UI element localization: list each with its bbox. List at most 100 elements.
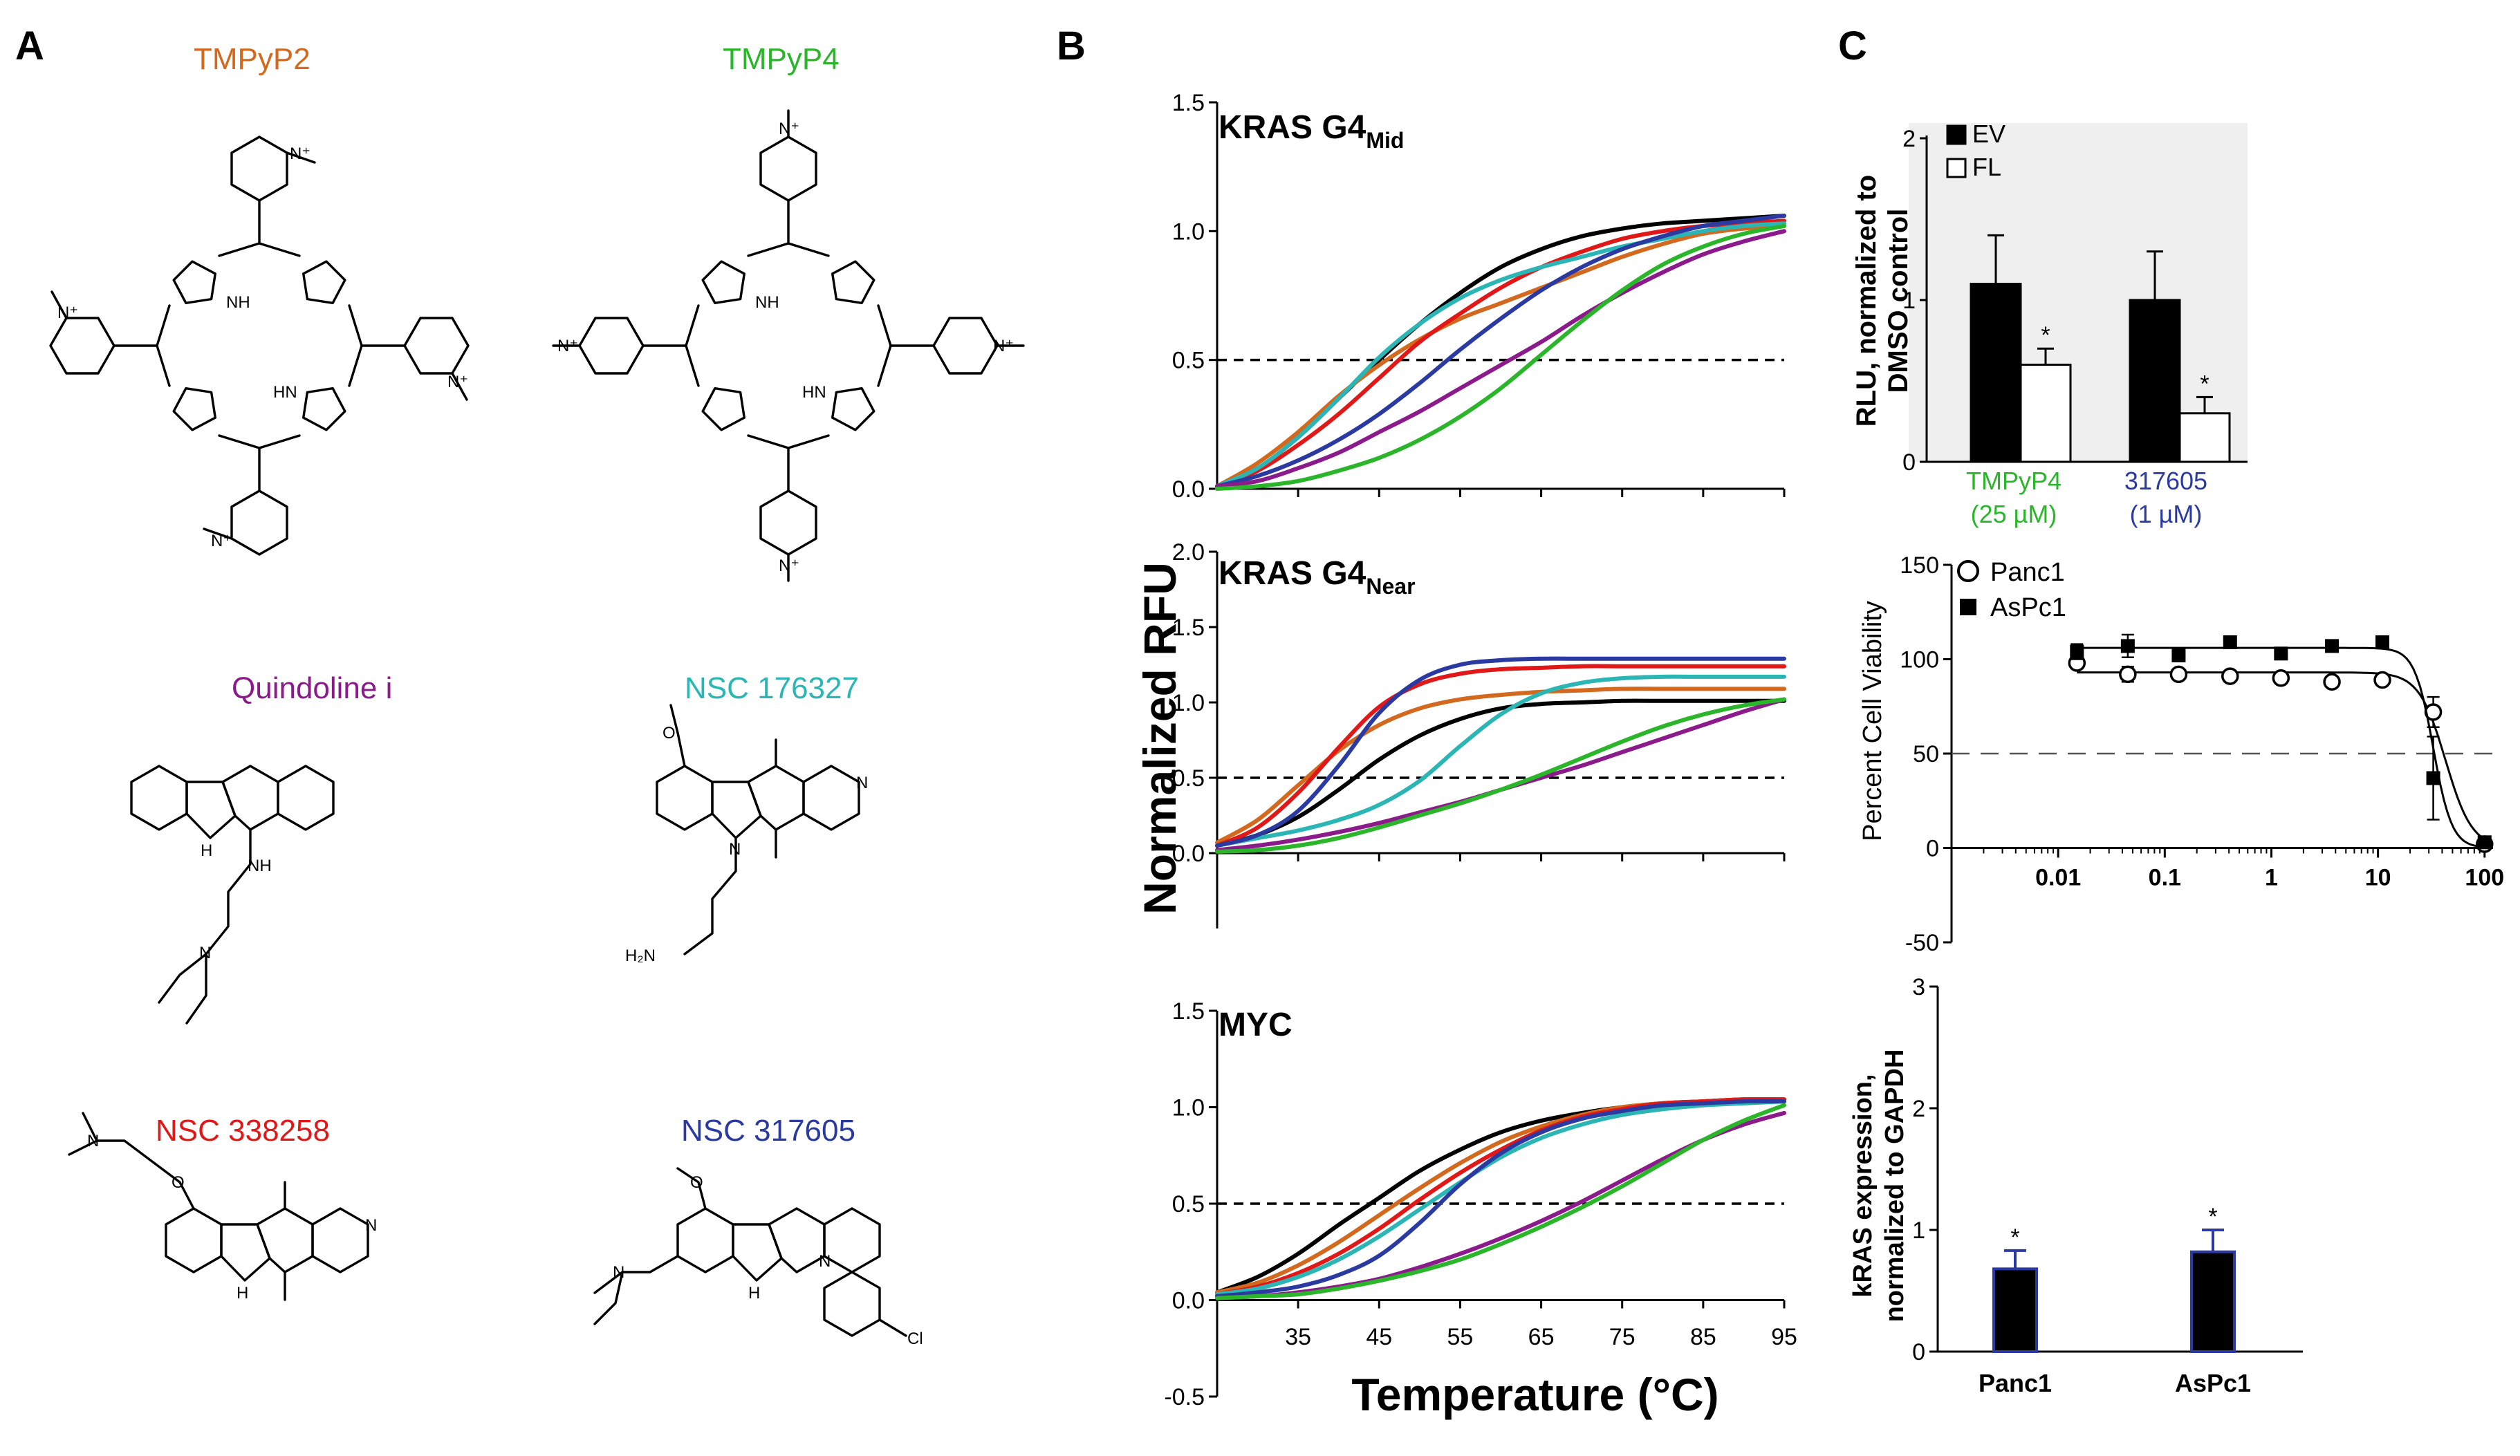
legend-swatch-fl xyxy=(1946,158,1967,178)
group-label-317605: 317605 xyxy=(2124,467,2207,495)
significance-star: * xyxy=(2200,371,2209,397)
y-tick-label: 3 xyxy=(1912,974,1925,1000)
x-tick-label: 75 xyxy=(1609,1324,1636,1350)
melt-curve-series-5 xyxy=(1215,1099,1786,1298)
y-tick-label: 0.0 xyxy=(1172,1288,1205,1314)
atom-n-plus: N⁺ xyxy=(57,304,78,322)
y-tick-label: 2.0 xyxy=(1172,539,1205,566)
legend-marker-panc1 xyxy=(1957,560,1979,582)
compound-name-tmpyp4: TMPyP4 xyxy=(723,42,840,76)
data-point-panc1 xyxy=(2272,669,2290,687)
data-point-aspc1 xyxy=(2120,639,2135,653)
nsc317605-structure: O N N H Cl xyxy=(593,1167,923,1348)
y-tick-label: 1.5 xyxy=(1172,998,1205,1025)
subplot-kras-mid: KRAS G4Mid 0.0 0.5 1.0 1.5 xyxy=(1172,90,1786,503)
melt-curve-series-2 xyxy=(1215,687,1786,845)
tmpyp2-structure: NH HN N⁺ N⁺ N⁺ N⁺ xyxy=(49,136,470,556)
top-ylabel-line2: DMSO control xyxy=(1883,209,1914,393)
x-tick-label: 0.01 xyxy=(2035,865,2081,891)
luciferase-bar-chart: RLU, normalized to DMSO control EV FL TM… xyxy=(1851,120,2248,528)
x-tick-label: 95 xyxy=(1771,1324,1797,1350)
atom-n: N xyxy=(819,1252,831,1271)
data-point-aspc1 xyxy=(2223,635,2237,649)
melt-curve-series-3 xyxy=(1215,218,1786,489)
atom-n: N xyxy=(613,1263,624,1282)
atom-o: O xyxy=(690,1173,703,1192)
y-tick-label: 1.5 xyxy=(1172,90,1205,116)
y-tick-label: 0.0 xyxy=(1172,841,1205,867)
data-point-panc1 xyxy=(2169,665,2188,684)
subplot-kras-near: KRAS G4Near 0.0 0.5 1.0 1.5 2.0 xyxy=(1172,539,1786,928)
atom-n: N xyxy=(729,840,741,859)
subplot-title: KRAS G4Near xyxy=(1219,555,1416,599)
data-point-aspc1 xyxy=(2477,835,2492,850)
y-tick-label: 1.0 xyxy=(1172,690,1205,716)
significance-star: * xyxy=(2010,1224,2019,1251)
bottom-ylabel-line1: kRAS expression, xyxy=(1849,1074,1878,1297)
legend-label-panc1: Panc1 xyxy=(1990,558,2065,587)
y-tick-label: 0.0 xyxy=(1172,476,1205,503)
panel-c: RLU, normalized to DMSO control EV FL TM… xyxy=(1849,120,2504,1397)
atom-hn: HN xyxy=(802,383,826,402)
y-tick-label: 0.5 xyxy=(1172,348,1205,374)
atom-n: N xyxy=(199,944,211,962)
y-tick-label: 50 xyxy=(1913,741,1939,767)
group-conc-317605: (1 µM) xyxy=(2130,500,2203,528)
melt-curve-series-4 xyxy=(1215,221,1786,489)
y-tick-label: -50 xyxy=(1905,930,1939,956)
legend-swatch-ev xyxy=(1946,124,1967,145)
plot-background xyxy=(1909,123,2248,462)
atom-n-plus: N⁺ xyxy=(779,557,799,575)
atom-n-plus: N⁺ xyxy=(993,337,1014,355)
y-tick-label: 1 xyxy=(1902,288,1916,314)
y-tick-label: -0.5 xyxy=(1164,1384,1205,1410)
atom-n-plus: N⁺ xyxy=(211,532,232,550)
y-tick-label: 2 xyxy=(1912,1096,1925,1122)
y-tick-label: 2 xyxy=(1902,126,1916,152)
melt-curve-series-1 xyxy=(1215,698,1786,848)
atom-nh: NH xyxy=(755,293,779,312)
y-tick-label: 0.5 xyxy=(1172,1191,1205,1217)
category-label: AsPc1 xyxy=(2175,1369,2251,1397)
y-tick-label: 0.5 xyxy=(1172,765,1205,792)
subplot-title: MYC xyxy=(1219,1007,1293,1043)
data-point-aspc1 xyxy=(2274,646,2288,661)
atom-hn: HN xyxy=(273,383,297,402)
melt-curve-series-7 xyxy=(1215,697,1786,854)
panel-b-ylabel: Normalized RFU xyxy=(1134,562,1185,915)
melt-curve-series-4 xyxy=(1215,674,1786,848)
atom-cl: Cl xyxy=(907,1329,923,1348)
x-tick-label: 10 xyxy=(2365,865,2391,891)
panel-label-a: A xyxy=(15,24,44,68)
bar-aspc1 xyxy=(2190,1250,2236,1354)
subplot-myc: MYC -0.5 0.0 0.5 1.0 1.5 xyxy=(1164,998,1786,1410)
panel-b-melt-curves: Normalized RFU Temperature (°C) KRAS G4M… xyxy=(1134,90,1797,1420)
atom-n-plus: N⁺ xyxy=(557,337,578,355)
x-tick-label: 85 xyxy=(1690,1324,1716,1350)
bar-panc1 xyxy=(1992,1267,2038,1353)
data-point-panc1 xyxy=(2221,667,2239,685)
panel-label-c: C xyxy=(1838,24,1867,68)
data-point-aspc1 xyxy=(2325,639,2340,653)
y-tick-label: 0 xyxy=(1926,836,1939,862)
group-label-tmpyp4: TMPyP4 xyxy=(1966,467,2062,495)
melt-curve-series-4 xyxy=(1215,1099,1786,1297)
atom-n-plus: N⁺ xyxy=(447,373,468,391)
x-tick-label: 65 xyxy=(1528,1324,1555,1350)
viability-dose-response: Percent Cell Viability Panc1 AsPc1 -50 0 5… xyxy=(1858,552,2504,956)
y-tick-label: 1.5 xyxy=(1172,615,1205,641)
atom-n-plus: N⁺ xyxy=(290,144,311,163)
compound-name-nsc338258: NSC 338258 xyxy=(156,1114,330,1148)
data-point-aspc1 xyxy=(2375,635,2390,649)
legend-label-aspc1: AsPc1 xyxy=(1990,593,2066,622)
y-tick-label: 1.0 xyxy=(1172,1095,1205,1121)
melt-curve-series-5 xyxy=(1215,214,1786,489)
x-tick-label: 100 xyxy=(2465,865,2504,891)
atom-nh: NH xyxy=(248,857,272,875)
middle-ylabel: Percent Cell Viability xyxy=(1858,601,1887,841)
y-tick-label: 1 xyxy=(1912,1217,1925,1244)
significance-star: * xyxy=(2208,1204,2217,1230)
atom-n: N xyxy=(856,774,868,792)
category-label: Panc1 xyxy=(1979,1369,2052,1397)
data-point-panc1 xyxy=(2323,673,2341,691)
